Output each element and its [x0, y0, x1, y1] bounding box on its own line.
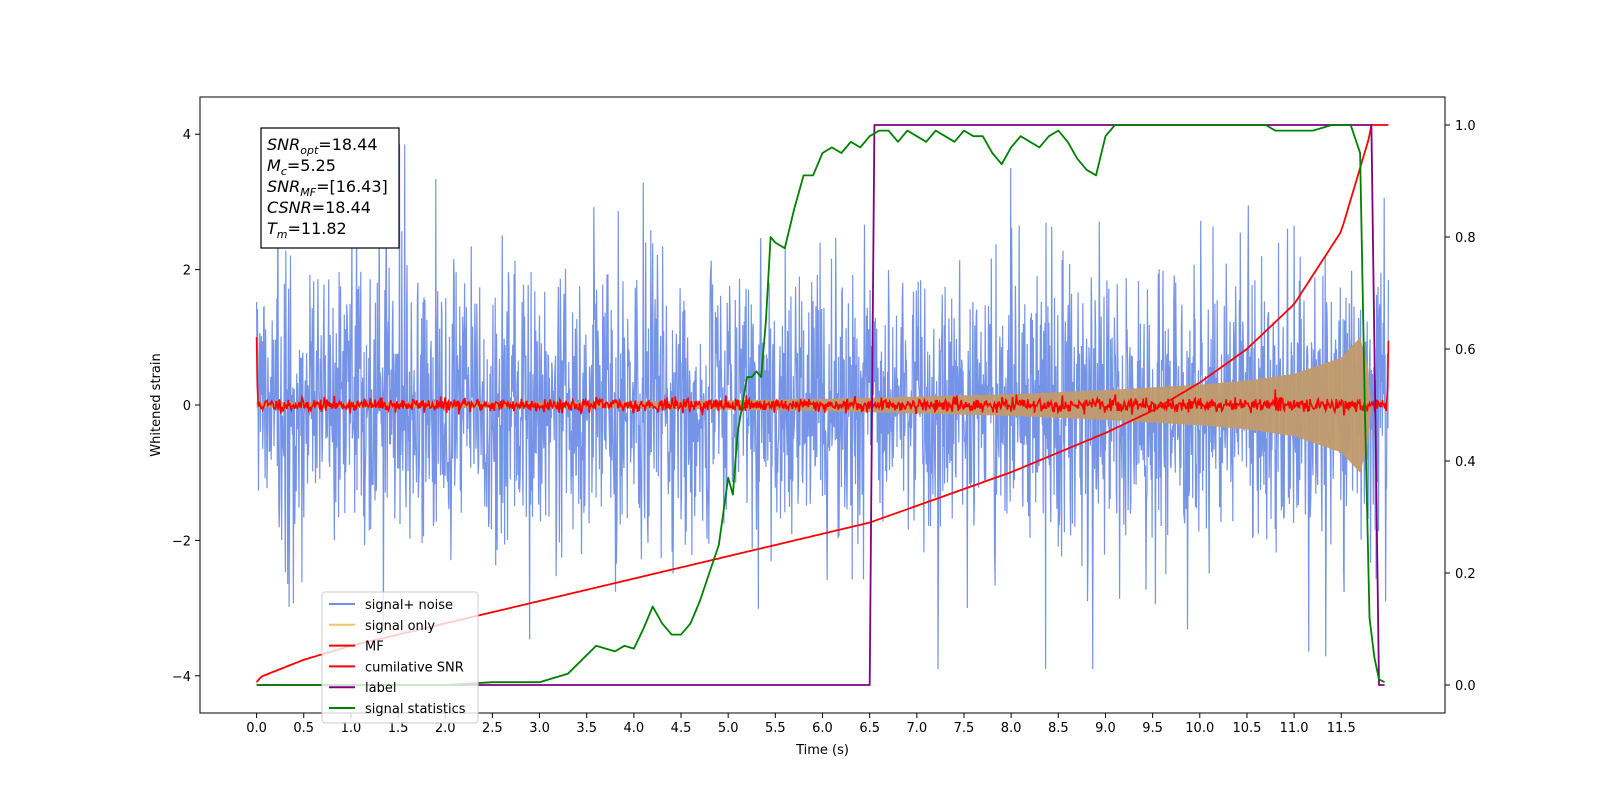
x-tick-label: 0.5 — [293, 721, 314, 736]
annotation-value: =[16.43] — [316, 177, 388, 196]
legend: signal+ noise signal only MF cumilative SNR… — [321, 591, 479, 724]
y-right-tick-label: 1.0 — [1455, 119, 1476, 134]
x-tick-label: 7.0 — [906, 721, 927, 736]
x-tick-label: 4.5 — [671, 721, 692, 736]
x-tick-label: 8.5 — [1048, 721, 1069, 736]
annotation-value: =5.25 — [287, 156, 336, 175]
annotation-value: =18.44 — [318, 135, 377, 154]
series-mf — [255, 337, 1390, 416]
annotation-value: =11.82 — [288, 219, 347, 238]
x-axis-label: Time (s) — [795, 743, 849, 758]
y-left-tick-label: −2 — [172, 534, 191, 549]
x-tick-label: 7.5 — [954, 721, 975, 736]
x-tick-label: 11.5 — [1327, 721, 1356, 736]
x-tick-label: 10.5 — [1232, 721, 1261, 736]
y-left-tick-label: −4 — [172, 670, 191, 685]
annotation-box: SNRopt=18.44Mc=5.25SNRMF=[16.43]CSNR=18.… — [260, 127, 400, 249]
legend-entry: signal statistics — [365, 702, 466, 717]
y-right-tick-label: 0.4 — [1455, 455, 1476, 470]
annotation-line: SNRMF=[16.43] — [267, 177, 388, 199]
annotation-subscript: m — [277, 228, 288, 241]
annotation-subscript: opt — [300, 144, 319, 157]
series-signal-noise — [256, 144, 1389, 670]
x-tick-label: 0.0 — [246, 721, 267, 736]
x-tick-label: 6.5 — [859, 721, 880, 736]
x-tick-label: 10.0 — [1185, 721, 1214, 736]
annotation-line: CSNR=18.44 — [267, 198, 371, 217]
annotation-symbol: M — [267, 156, 281, 175]
y-right-tick-label: 0.2 — [1455, 567, 1476, 582]
legend-entry: signal only — [365, 619, 435, 634]
y-left-tick-label: 2 — [183, 264, 191, 279]
annotation-symbol: SNR — [267, 135, 300, 154]
x-tick-label: 5.5 — [765, 721, 786, 736]
annotation-frame — [260, 127, 400, 249]
axes: 0.0 0.5 1.0 1.5 2.0 2.5 3.0 3.5 4.0 4.5 5.0 5.5 6.0 6… — [172, 96, 1476, 736]
y-right-tick-label: 0.0 — [1455, 679, 1476, 694]
legend-entry: label — [365, 681, 396, 696]
x-tick-label: 2.5 — [482, 721, 503, 736]
annotation-subscript: c — [281, 165, 287, 178]
y-right-tick-label: 0.6 — [1455, 343, 1476, 358]
annotation-subscript: MF — [300, 186, 316, 199]
y-axis-label: Whitened strain — [149, 353, 164, 456]
x-tick-label: 1.5 — [388, 721, 409, 736]
x-tick-label: 4.0 — [624, 721, 645, 736]
y-left-tick-label: 0 — [183, 399, 191, 414]
legend-frame — [321, 591, 479, 724]
x-tick-label: 3.0 — [529, 721, 550, 736]
y-right-tick-label: 0.8 — [1455, 231, 1476, 246]
x-tick-label: 3.5 — [576, 721, 597, 736]
x-tick-label: 11.0 — [1280, 721, 1309, 736]
legend-entry: signal+ noise — [365, 598, 453, 613]
annotation-line: Mc=5.25 — [267, 156, 336, 178]
series-signal-statistics — [256, 124, 1386, 686]
x-tick-label: 2.0 — [435, 721, 456, 736]
annotation-value: =18.44 — [312, 198, 371, 217]
annotation-line: Tm=11.82 — [267, 219, 347, 241]
legend-entry: cumilative SNR — [365, 660, 464, 675]
x-tick-label: 9.5 — [1142, 721, 1163, 736]
legend-entry: MF — [365, 640, 384, 655]
annotation-symbol: CSNR — [267, 198, 312, 217]
x-tick-label: 1.0 — [341, 721, 362, 736]
annotation-symbol: SNR — [267, 177, 300, 196]
y-left-tick-label: 4 — [183, 128, 191, 143]
annotation-symbol: T — [267, 219, 278, 238]
x-tick-label: 9.0 — [1095, 721, 1116, 736]
annotation-line: SNRopt=18.44 — [267, 135, 378, 157]
x-tick-label: 5.0 — [718, 721, 739, 736]
x-tick-label: 6.0 — [812, 721, 833, 736]
x-tick-label: 8.0 — [1001, 721, 1022, 736]
